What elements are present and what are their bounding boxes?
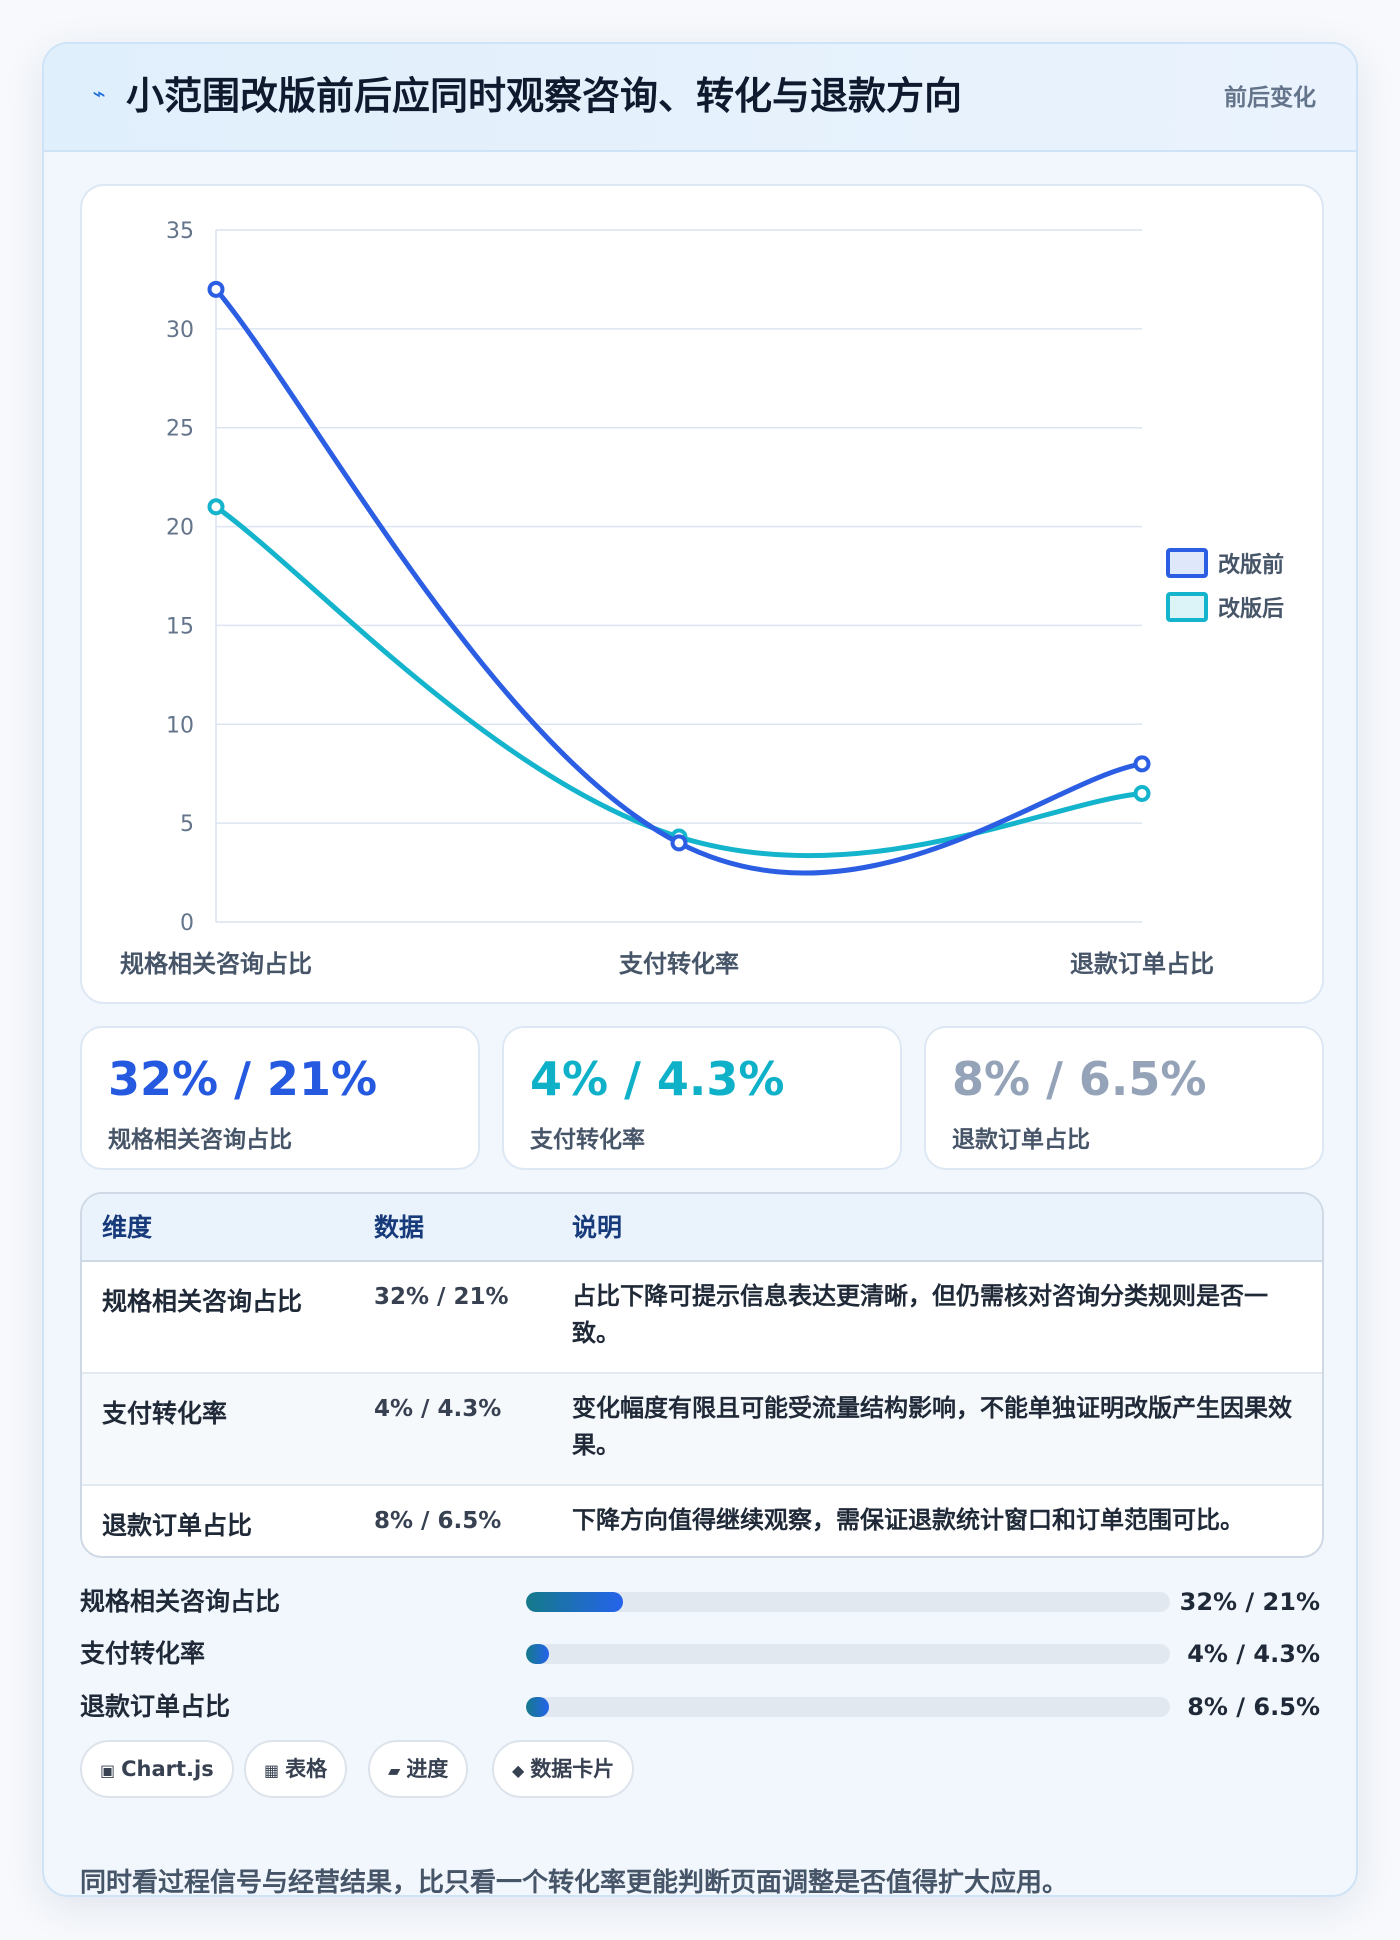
row-note: 变化幅度有限且可能受流量结构影响，不能单独证明改版产生因果效果。 <box>572 1394 1292 1459</box>
pill-progress[interactable]: ▰ 进度 <box>368 1740 469 1798</box>
table-row: 支付转化率 4% / 4.3% 变化幅度有限且可能受流量结构影响，不能单独证明改… <box>82 1374 1322 1486</box>
row-dimension: 退款订单占比 <box>102 1511 253 1540</box>
stat-value: 4% / 4.3% <box>530 1052 785 1106</box>
series-line <box>213 286 1145 876</box>
header-tag: 前后变化 <box>1224 85 1316 111</box>
progress-row: 退款订单占比 8% / 6.5% <box>80 1687 1324 1727</box>
row-note: 下降方向值得继续观察，需保证退款统计窗口和订单范围可比。 <box>572 1506 1244 1534</box>
progress-row: 支付转化率 4% / 4.3% <box>80 1634 1324 1674</box>
progress-label: 规格相关咨询占比 <box>80 1587 281 1616</box>
pill-label: Chart.js <box>121 1757 214 1781</box>
stat-card: 8% / 6.5% 退款订单占比 <box>924 1026 1324 1170</box>
chart-panel: 0 5 10 15 20 25 30 35 规格相关咨询占比 支付转化率 退款订单占比 改版前改版后 <box>80 184 1324 1004</box>
y-tick-label: 0 <box>180 911 194 936</box>
pill-table[interactable]: ▦ 表格 <box>244 1740 348 1798</box>
x-tick-label: 支付转化率 <box>619 950 739 978</box>
column-header-note: 说明 <box>572 1213 623 1242</box>
y-tick-label: 30 <box>166 318 194 343</box>
progress-track <box>526 1644 1170 1664</box>
y-tick-label: 20 <box>166 516 194 541</box>
pill-label: 数据卡片 <box>530 1757 615 1781</box>
tag-pills: ▣ Chart.js ▦ 表格 ▰ 进度 ◆ 数据卡片 <box>80 1740 1324 1798</box>
legend-swatch <box>1166 548 1208 578</box>
row-value: 4% / 4.3% <box>374 1396 502 1422</box>
footnote: 同时看过程信号与经营结果，比只看一个转化率更能判断页面调整是否值得扩大应用。 <box>80 1868 1069 1897</box>
progress-value: 4% / 4.3% <box>1187 1640 1320 1668</box>
legend-swatch <box>1166 592 1208 622</box>
row-value: 32% / 21% <box>374 1284 509 1310</box>
row-dimension: 规格相关咨询占比 <box>102 1287 303 1316</box>
card-header: ⌁ 小范围改版前后应同时观察咨询、转化与退款方向 前后变化 <box>44 44 1356 152</box>
pill-label: 表格 <box>285 1757 328 1781</box>
data-point <box>670 834 688 852</box>
table-row: 退款订单占比 8% / 6.5% 下降方向值得继续观察，需保证退款统计窗口和订单… <box>82 1486 1322 1556</box>
table-icon: ▦ <box>264 1761 280 1780</box>
stat-label: 退款订单占比 <box>952 1127 1090 1153</box>
y-tick-label: 5 <box>180 812 194 837</box>
diamond-icon: ◆ <box>512 1761 525 1780</box>
row-note: 占比下降可提示信息表达更清晰，但仍需核对咨询分类规则是否一致。 <box>572 1282 1268 1347</box>
chart-icon: ▣ <box>100 1761 116 1780</box>
pill-data-cards[interactable]: ◆ 数据卡片 <box>492 1740 635 1798</box>
progress-row: 规格相关咨询占比 32% / 21% <box>80 1582 1324 1622</box>
legend-label: 改版前 <box>1218 552 1284 578</box>
progress-fill <box>526 1644 550 1664</box>
x-tick-label: 退款订单占比 <box>1070 950 1214 978</box>
stat-label: 规格相关咨询占比 <box>108 1127 292 1153</box>
column-header-data: 数据 <box>374 1213 425 1242</box>
row-value: 8% / 6.5% <box>374 1508 502 1534</box>
progress-label: 支付转化率 <box>80 1639 206 1668</box>
pill-chartjs[interactable]: ▣ Chart.js <box>80 1740 234 1798</box>
table-row: 规格相关咨询占比 32% / 21% 占比下降可提示信息表达更清晰，但仍需核对咨… <box>82 1262 1322 1374</box>
progress-label: 退款订单占比 <box>80 1692 231 1721</box>
data-table: 维度 数据 说明 规格相关咨询占比 32% / 21% 占比下降可提示信息表达更… <box>80 1192 1324 1558</box>
y-tick-label: 25 <box>166 417 194 442</box>
stat-label: 支付转化率 <box>530 1127 645 1153</box>
stat-card: 4% / 4.3% 支付转化率 <box>502 1026 902 1170</box>
data-point <box>207 498 225 516</box>
data-point <box>207 280 225 298</box>
y-tick-label: 35 <box>166 219 194 244</box>
stat-cards: 32% / 21% 规格相关咨询占比 4% / 4.3% 支付转化率 8% / … <box>80 1026 1324 1170</box>
progress-value: 8% / 6.5% <box>1187 1693 1320 1721</box>
stat-value: 8% / 6.5% <box>952 1052 1207 1106</box>
progress-value: 32% / 21% <box>1179 1588 1320 1616</box>
progress-fill <box>526 1592 623 1612</box>
y-tick-label: 10 <box>166 713 194 738</box>
row-dimension: 支付转化率 <box>102 1399 228 1428</box>
column-header-dimension: 维度 <box>102 1213 153 1242</box>
progress-icon: ▰ <box>388 1761 401 1780</box>
series-line <box>213 504 1145 859</box>
legend-label: 改版后 <box>1218 596 1284 622</box>
stat-card: 32% / 21% 规格相关咨询占比 <box>80 1026 480 1170</box>
progress-fill <box>526 1697 550 1717</box>
table-header: 维度 数据 说明 <box>82 1194 1322 1262</box>
page-title: 小范围改版前后应同时观察咨询、转化与退款方向 <box>126 74 963 118</box>
progress-track <box>526 1592 1170 1612</box>
x-tick-label: 规格相关咨询占比 <box>120 950 312 978</box>
report-card: ⌁ 小范围改版前后应同时观察咨询、转化与退款方向 前后变化 0 5 10 15 20 25… <box>42 42 1358 1897</box>
stat-value: 32% / 21% <box>108 1052 378 1106</box>
y-tick-label: 15 <box>166 614 194 639</box>
data-point <box>1133 784 1151 802</box>
pill-label: 进度 <box>406 1757 449 1781</box>
data-point <box>1133 755 1151 773</box>
bolt-icon: ⌁ <box>92 82 106 107</box>
progress-track <box>526 1697 1170 1717</box>
